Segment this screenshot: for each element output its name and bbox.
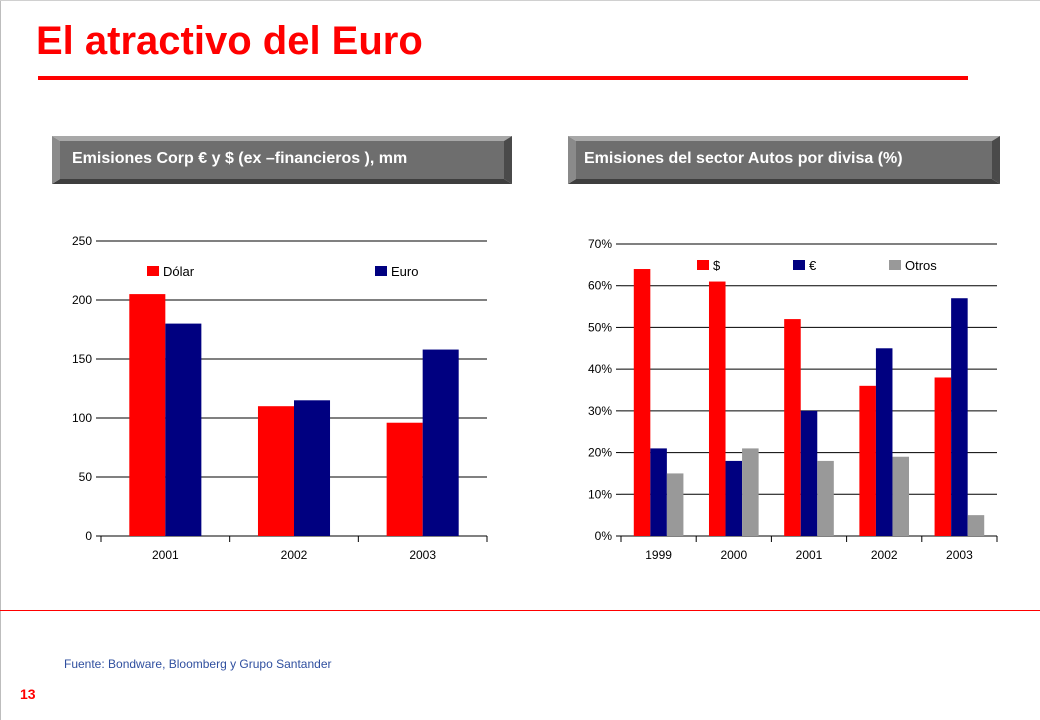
bar-secondary <box>422 349 459 536</box>
y-tick-label: 20% <box>588 446 612 460</box>
x-tick-label: 2002 <box>281 548 308 562</box>
y-tick-label: 200 <box>72 293 92 307</box>
bar-tertiary <box>666 473 684 536</box>
y-tick-label: 40% <box>588 362 612 376</box>
y-tick-label: 50 <box>79 470 93 484</box>
x-tick-label: 2003 <box>946 548 973 562</box>
legend-label: € <box>809 258 817 273</box>
y-tick-label: 70% <box>588 237 612 251</box>
bar-tertiary <box>817 460 834 536</box>
bar-primary <box>784 319 801 536</box>
bar-primary <box>386 422 423 536</box>
bar-primary <box>934 377 952 536</box>
bar-secondary <box>800 410 818 536</box>
bar-tertiary <box>892 456 910 536</box>
legend-swatch <box>889 260 901 270</box>
banner-shape <box>52 136 512 184</box>
bar-primary <box>129 294 166 536</box>
page-title: El atractivo del Euro <box>36 19 423 63</box>
title-underline <box>38 76 968 80</box>
legend-swatch <box>375 266 387 276</box>
x-tick-label: 2003 <box>409 548 436 562</box>
legend-label: Dólar <box>163 264 195 279</box>
chart-banner-left: Emisiones Corp € y $ (ex –financieros ),… <box>52 136 512 184</box>
x-tick-label: 2000 <box>720 548 747 562</box>
bar-primary <box>633 269 651 536</box>
y-tick-label: 100 <box>72 411 92 425</box>
y-tick-label: 30% <box>588 404 612 418</box>
y-tick-label: 60% <box>588 279 612 293</box>
y-tick-label: 250 <box>72 234 92 248</box>
x-tick-label: 2001 <box>796 548 823 562</box>
x-tick-label: 2002 <box>871 548 898 562</box>
legend-swatch <box>697 260 709 270</box>
bar-secondary <box>725 460 743 536</box>
bar-secondary <box>650 448 667 536</box>
bar-primary <box>257 406 294 536</box>
footer-rule <box>0 610 1040 611</box>
bar-secondary <box>875 348 893 536</box>
y-tick-label: 150 <box>72 352 92 366</box>
bar-tertiary <box>742 448 759 536</box>
legend-label: $ <box>713 258 721 273</box>
x-tick-label: 2001 <box>152 548 179 562</box>
page-number: 13 <box>20 686 36 702</box>
y-tick-label: 50% <box>588 320 612 334</box>
banner-left-text: Emisiones Corp € y $ (ex –financieros ),… <box>72 150 408 167</box>
bar-secondary <box>165 323 202 536</box>
bar-secondary <box>951 298 968 536</box>
bar-tertiary <box>967 515 985 536</box>
bar-primary <box>708 281 726 536</box>
chart-banner-right: Emisiones del sector Autos por divisa (%… <box>568 136 1000 184</box>
banner-shape <box>568 136 1000 184</box>
slide-frame-left <box>0 0 1 720</box>
banner-right-text: Emisiones del sector Autos por divisa (%… <box>584 150 903 167</box>
slide-frame-top <box>0 0 1040 1</box>
legend-swatch <box>793 260 805 270</box>
source-note: Fuente: Bondware, Bloomberg y Grupo Sant… <box>64 657 332 671</box>
legend-label: Otros <box>905 258 937 273</box>
bar-secondary <box>294 400 331 536</box>
legend-label: Euro <box>391 264 418 279</box>
legend-swatch <box>147 266 159 276</box>
bar-primary <box>859 385 876 536</box>
y-tick-label: 10% <box>588 487 612 501</box>
x-tick-label: 1999 <box>645 548 672 562</box>
y-tick-label: 0 <box>85 529 92 543</box>
y-tick-label: 0% <box>595 529 613 543</box>
